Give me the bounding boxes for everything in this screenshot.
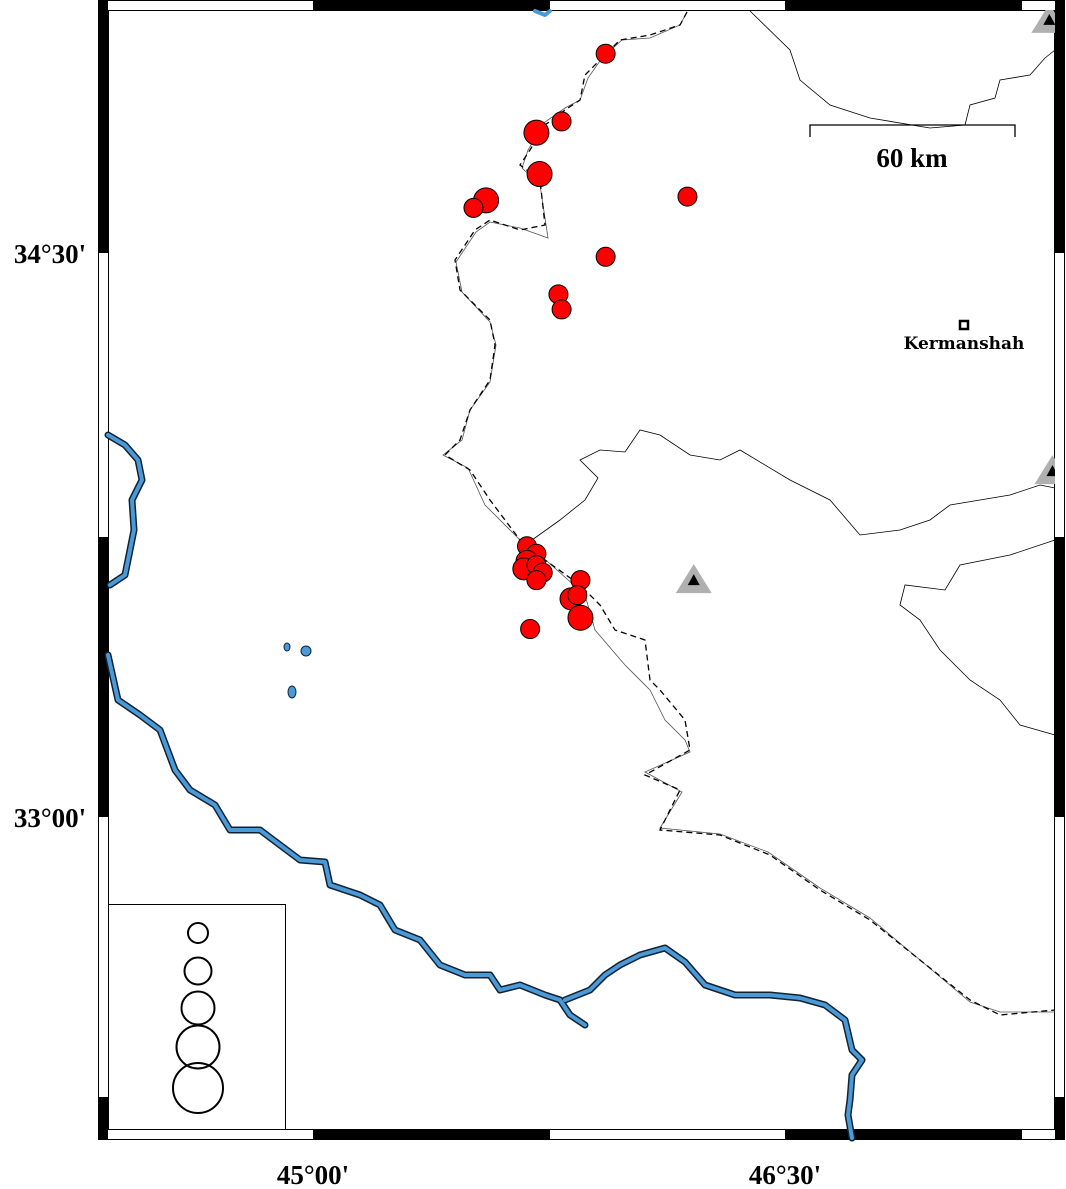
earthquake-event (551, 299, 572, 320)
earthquake-event (595, 246, 616, 267)
legend (108, 904, 286, 1130)
earthquake-event (595, 43, 616, 64)
scale-bar: 60 km (809, 124, 1016, 173)
station-triangle-icon (1031, 10, 1055, 33)
lon-label-45-00: 45°00' (277, 1160, 349, 1189)
earthquake-event (551, 111, 572, 132)
rivers (104, 9, 866, 1142)
earthquake-event (520, 619, 541, 639)
scale-bar-label: 60 km (876, 143, 948, 173)
earthquake-event (526, 161, 553, 188)
river-top (533, 9, 552, 17)
earthquake-event (567, 585, 588, 606)
map-features (104, 9, 1056, 1142)
lon-label-46-30: 46°30' (749, 1160, 821, 1189)
lat-label-34-30: 34°30' (14, 239, 86, 269)
earthquake-event (526, 570, 547, 591)
country-border-dashed (443, 11, 1056, 1016)
legend-size-circle (187, 922, 209, 944)
stations (675, 10, 1055, 594)
earthquake-event (677, 186, 698, 207)
legend-size-circle (183, 956, 213, 986)
station-triangle-icon (675, 564, 712, 594)
city-kermanshah: Kermanshah (904, 319, 1025, 354)
earthquake-event (567, 604, 594, 631)
earthquake-event (463, 197, 484, 218)
lat-label-33-00: 33°00' (14, 803, 86, 833)
legend-size-circle (172, 1062, 224, 1114)
lakes (283, 642, 312, 699)
station-triangle-icon (1034, 455, 1055, 485)
legend-size-circle (175, 1024, 221, 1070)
events (463, 43, 698, 639)
city-marker-icon (958, 319, 970, 331)
earthquake-event (523, 119, 550, 146)
city-label: Kermanshah (904, 334, 1025, 354)
